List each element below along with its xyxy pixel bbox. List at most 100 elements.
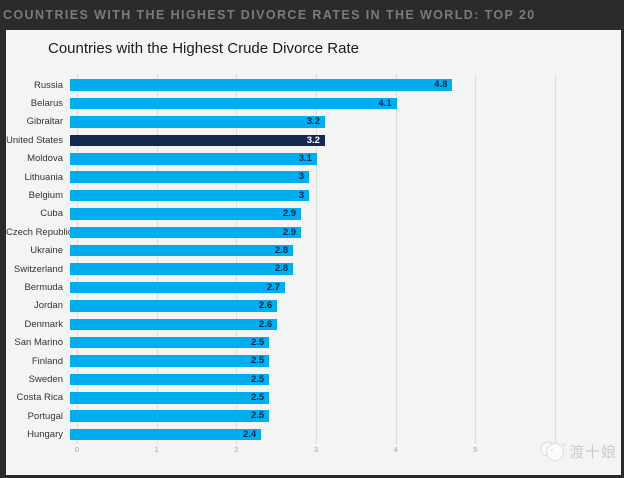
category-label: Portugal [27, 410, 63, 422]
bar-track: 2.6 [70, 318, 548, 331]
gridlines [77, 74, 556, 444]
bar-track: 2.9 [70, 226, 548, 239]
bar-track: 2.7 [70, 281, 548, 294]
value-label: 2.5 [250, 355, 265, 367]
bar-row: Belgium 3 [6, 186, 621, 204]
bar-track: 2.5 [70, 355, 548, 367]
bar-track: 3 [70, 171, 548, 183]
bar: 2.7 [70, 281, 286, 294]
value-label: 2.5 [250, 410, 265, 422]
bar-track: 2.8 [70, 244, 548, 257]
value-label: 3.2 [306, 134, 320, 146]
category-label: Moldova [27, 153, 63, 165]
bar: 2.8 [70, 244, 294, 257]
watermark-logo-icon [540, 439, 567, 463]
bar-row: Russia 4.8 [6, 76, 621, 94]
bar-track: 3 [70, 189, 548, 202]
bar-track: 2.8 [70, 263, 548, 275]
header-title: COUNTRIES WITH THE HIGHEST DIVORCE RATES… [3, 8, 536, 22]
value-label: 2.6 [258, 300, 273, 312]
bar: 3 [70, 189, 309, 202]
gridline [236, 74, 238, 444]
bar-row: Portugal 2.5 [6, 407, 621, 425]
bar: 4.8 [70, 79, 453, 91]
bar: 2.5 [70, 373, 270, 386]
x-tick-label: 0 [74, 445, 80, 454]
bar-track: 2.5 [70, 336, 548, 349]
bar: 2.5 [70, 410, 270, 422]
bar: 3.1 [70, 153, 317, 165]
category-label: United States [6, 134, 64, 146]
bar-row: Ukraine 2.8 [6, 242, 621, 260]
value-label: 4.1 [378, 97, 392, 109]
bar-row: Moldova 3.1 [6, 150, 621, 168]
bar-row: Lithuania 3 [6, 168, 621, 186]
bar-row: Czech Republic 2.9 [6, 223, 621, 241]
gridline [395, 74, 397, 444]
gridline [156, 74, 158, 444]
value-label: 2.5 [250, 373, 265, 385]
category-label: Czech Republic [6, 226, 73, 238]
category-label: Costa Rica [16, 392, 63, 404]
category-label: San Marino [14, 337, 63, 349]
bar-row: San Marino 2.5 [6, 333, 621, 351]
x-tick-label: 1 [154, 445, 159, 454]
bar-row: Switzerland 2.8 [6, 260, 621, 278]
value-label: 2.5 [250, 336, 265, 348]
bar-row: Denmark 2.6 [6, 315, 621, 333]
category-label: Switzerland [13, 263, 63, 275]
category-label: Jordan [33, 300, 63, 312]
value-label: 2.8 [274, 244, 289, 256]
bar-track: 3.1 [70, 153, 548, 165]
value-label: 2.9 [282, 226, 297, 238]
category-label: Gibraltar [26, 116, 63, 128]
bar-row: United States 3.2 [6, 131, 621, 149]
bar-track: 4.1 [70, 97, 548, 110]
watermark: 渡十娘 [540, 439, 617, 463]
bar-track: 2.5 [70, 410, 548, 422]
category-label: Bermuda [24, 281, 63, 293]
bar-row: Gibraltar 3.2 [6, 113, 621, 131]
value-label: 2.4 [242, 428, 257, 440]
category-label: Finland [31, 355, 63, 367]
bar-row: Finland 2.5 [6, 352, 621, 370]
bar-track: 2.9 [70, 208, 548, 220]
bar-row: Bermuda 2.7 [6, 278, 621, 296]
chart-title: Countries with the Highest Crude Divorce… [48, 40, 359, 57]
gridline [475, 74, 477, 444]
bar-row: Belarus 4.1 [6, 94, 621, 112]
value-label: 2.8 [274, 263, 289, 275]
value-label: 4.8 [434, 79, 448, 91]
header-bar: COUNTRIES WITH THE HIGHEST DIVORCE RATES… [0, 0, 624, 30]
bar: 2.5 [70, 392, 270, 404]
bar: 2.9 [70, 208, 302, 220]
bar: 2.5 [70, 336, 270, 349]
bar-row: Cuba 2.9 [6, 205, 621, 223]
bar: 3.2 [70, 116, 325, 128]
bar-rows: Russia 4.8 Belarus 4.1 Gibraltar 3.2 United St… [6, 76, 621, 444]
bar: 2.8 [70, 263, 294, 275]
bar-track: 3.2 [70, 116, 548, 128]
category-label: Russia [33, 79, 63, 91]
category-label: Hungary [27, 429, 63, 441]
bar: 2.9 [70, 226, 302, 239]
value-label: 3 [298, 171, 304, 183]
bar-row: Sweden 2.5 [6, 370, 621, 388]
category-label: Belgium [28, 190, 63, 202]
value-label: 3.1 [298, 153, 312, 164]
bar: 2.4 [70, 428, 262, 441]
chart-panel: Countries with the Highest Crude Divorce… [6, 30, 621, 475]
category-label: Cuba [40, 208, 63, 220]
gridline [316, 74, 317, 444]
bar-track: 4.8 [70, 79, 548, 91]
x-tick-label: 2 [234, 445, 239, 454]
bar-track: 3.2 [70, 134, 548, 147]
bar-track: 2.5 [70, 373, 548, 386]
bar: 3 [70, 171, 309, 183]
watermark-text: 渡十娘 [568, 443, 617, 461]
bar: 2.5 [70, 355, 270, 367]
gridline [555, 74, 556, 444]
category-label: Denmark [24, 318, 63, 330]
value-label: 2.7 [266, 281, 281, 293]
bar-row: Jordan 2.6 [6, 297, 621, 315]
